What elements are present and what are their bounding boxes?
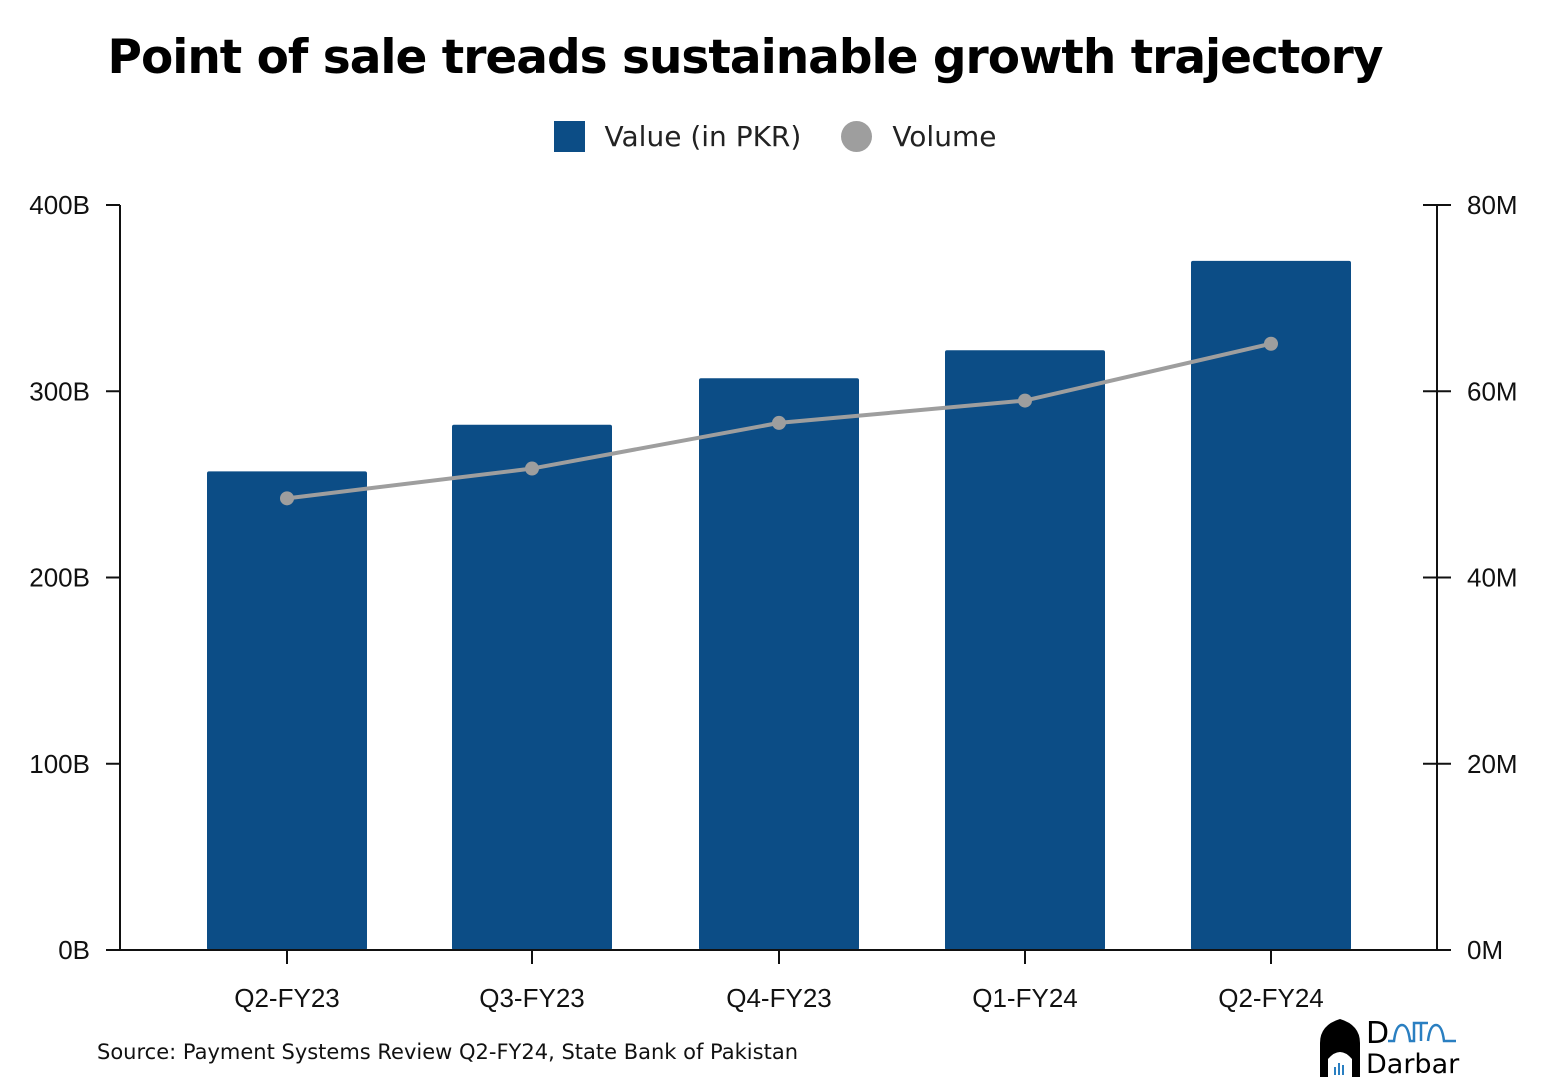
source-note: Source: Payment Systems Review Q2-FY24, …: [97, 1040, 798, 1064]
bar-Q2-FY24: [1191, 260, 1351, 950]
volume-point-Q3-FY23: [525, 461, 539, 476]
bar-Q3-FY23: [452, 424, 612, 950]
left-tick-label: 300B: [29, 376, 90, 406]
left-tick-label: 100B: [29, 749, 90, 779]
right-tick-label: 0M: [1467, 935, 1503, 965]
bar-Q1-FY24: [945, 350, 1105, 950]
x-tick-label: Q4-FY23: [726, 983, 832, 1013]
left-tick-label: 400B: [29, 190, 90, 220]
legend-label-volume: Volume: [892, 120, 997, 153]
data-darbar-logo: D Darbar: [1320, 1016, 1460, 1077]
chart-title: Point of sale treads sustainable growth …: [107, 30, 1384, 85]
x-tick-label: Q2-FY23: [234, 983, 340, 1013]
bar-Q4-FY23: [699, 378, 859, 950]
legend-label-value: Value (in PKR): [604, 120, 802, 153]
svg-text:Darbar: Darbar: [1366, 1049, 1460, 1077]
volume-point-Q1-FY24: [1018, 393, 1032, 408]
right-tick-label: 40M: [1467, 563, 1518, 593]
legend-swatch-value: [553, 121, 585, 152]
right-tick-label: 80M: [1467, 190, 1518, 220]
legend-swatch-volume: [841, 121, 873, 152]
right-tick-label: 20M: [1467, 749, 1518, 779]
bar-Q2-FY23: [207, 471, 367, 950]
svg-text:D: D: [1366, 1016, 1389, 1051]
right-tick-label: 60M: [1467, 376, 1518, 406]
left-tick-label: 0B: [58, 935, 90, 965]
volume-point-Q2-FY23: [280, 491, 294, 506]
x-tick-label: Q2-FY24: [1218, 983, 1324, 1013]
volume-point-Q4-FY23: [772, 415, 786, 430]
left-tick-label: 200B: [29, 563, 90, 593]
volume-point-Q2-FY24: [1264, 336, 1278, 351]
legend: Value (in PKR) Volume: [0, 120, 1550, 153]
x-tick-label: Q1-FY24: [972, 983, 1078, 1013]
x-tick-label: Q3-FY23: [479, 983, 585, 1013]
